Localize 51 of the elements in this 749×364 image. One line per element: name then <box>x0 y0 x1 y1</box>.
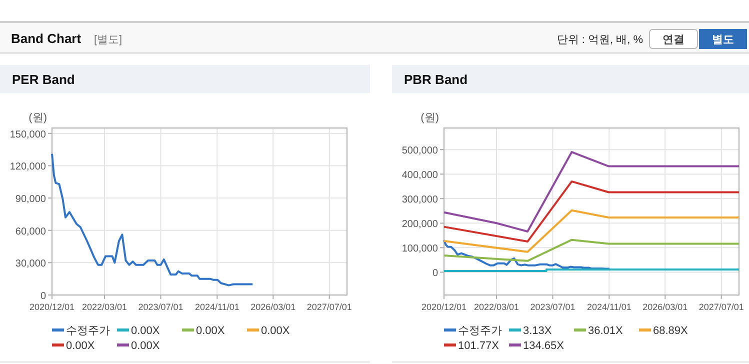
legend-label: 0.00X <box>131 340 160 352</box>
x-tick-label: 2024/11/01 <box>194 302 240 312</box>
chart-title: PER Band <box>12 72 75 87</box>
text: [별도] <box>94 34 122 46</box>
y-axis-title: (원) <box>420 112 439 124</box>
legend-label: 101.77X <box>458 340 500 352</box>
x-tick-label: 2020/12/01 <box>421 302 467 312</box>
y-tick-label: 60,000 <box>15 226 46 238</box>
text: Band Chart <box>11 31 82 46</box>
legend-label: 3.13X <box>523 325 552 337</box>
x-tick-label: 2026/03/01 <box>250 302 296 312</box>
x-tick-label: 2022/03/01 <box>82 302 128 312</box>
legend-label: 134.65X <box>523 340 565 352</box>
legend-label: 0.00X <box>196 325 226 337</box>
x-tick-label: 2026/03/01 <box>642 302 688 312</box>
line-series <box>443 151 740 232</box>
y-tick-label: 200,000 <box>402 219 438 230</box>
y-tick-label: 500,000 <box>402 146 438 157</box>
y-tick-label: 0 <box>40 291 46 302</box>
x-tick-label: 2022/03/01 <box>474 302 520 312</box>
legend-label: 수정주가 <box>458 325 502 337</box>
legend-label: 0.00X <box>66 340 96 352</box>
line-series <box>51 152 254 286</box>
x-tick-label: 2023/07/01 <box>138 302 184 312</box>
chart-title: PBR Band <box>404 72 468 87</box>
y-tick-label: 400,000 <box>402 170 438 182</box>
y-tick-label: 90,000 <box>15 194 46 206</box>
x-tick-label: 2024/11/01 <box>586 302 632 312</box>
button: 연결 <box>649 29 698 49</box>
legend-label: 수정주가 <box>66 325 110 337</box>
line-series <box>443 238 740 262</box>
y-tick-label: 150,000 <box>10 129 46 140</box>
line-series <box>443 180 740 243</box>
x-tick-label: 2027/07/01 <box>306 302 352 312</box>
y-tick-label: 300,000 <box>402 194 438 206</box>
x-tick-label: 2020/12/01 <box>29 302 75 312</box>
y-tick-label: 30,000 <box>15 258 46 270</box>
y-tick-label: 0 <box>432 268 438 280</box>
legend-label: 0.00X <box>261 325 290 337</box>
y-axis-title: (원) <box>28 112 47 124</box>
legend-label: 68.89X <box>653 325 689 337</box>
line-series <box>443 239 611 270</box>
legend-label: 0.00X <box>131 325 160 337</box>
text: 단위 : 억원, 배, % <box>556 34 644 46</box>
line-series <box>443 209 740 253</box>
y-tick-label: 120,000 <box>10 162 46 173</box>
x-tick-label: 2023/07/01 <box>530 302 576 312</box>
button: 별도 <box>699 29 747 49</box>
x-tick-label: 2027/07/01 <box>698 302 744 312</box>
legend-label: 36.01X <box>588 325 624 337</box>
y-tick-label: 100,000 <box>402 244 438 255</box>
